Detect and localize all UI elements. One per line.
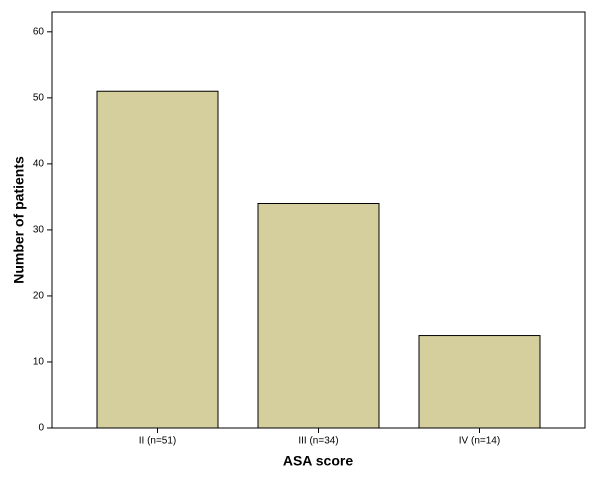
bar bbox=[257, 202, 380, 429]
bar bbox=[418, 335, 541, 429]
x-tick-label: III (n=34) bbox=[298, 436, 338, 447]
y-tick-label: 20 bbox=[33, 291, 45, 302]
y-axis-title: Number of patients bbox=[11, 156, 27, 284]
y-tick-label: 50 bbox=[33, 92, 45, 103]
y-tick-label: 60 bbox=[33, 26, 45, 37]
bar bbox=[96, 90, 219, 429]
y-tick-label: 40 bbox=[33, 159, 45, 170]
y-tick-label: 0 bbox=[38, 423, 44, 434]
x-tick-label: IV (n=14) bbox=[459, 436, 500, 447]
x-axis-title: ASA score bbox=[283, 453, 354, 469]
y-tick-label: 30 bbox=[33, 225, 45, 236]
y-tick-label: 10 bbox=[33, 357, 45, 368]
x-tick-label: II (n=51) bbox=[139, 436, 177, 447]
